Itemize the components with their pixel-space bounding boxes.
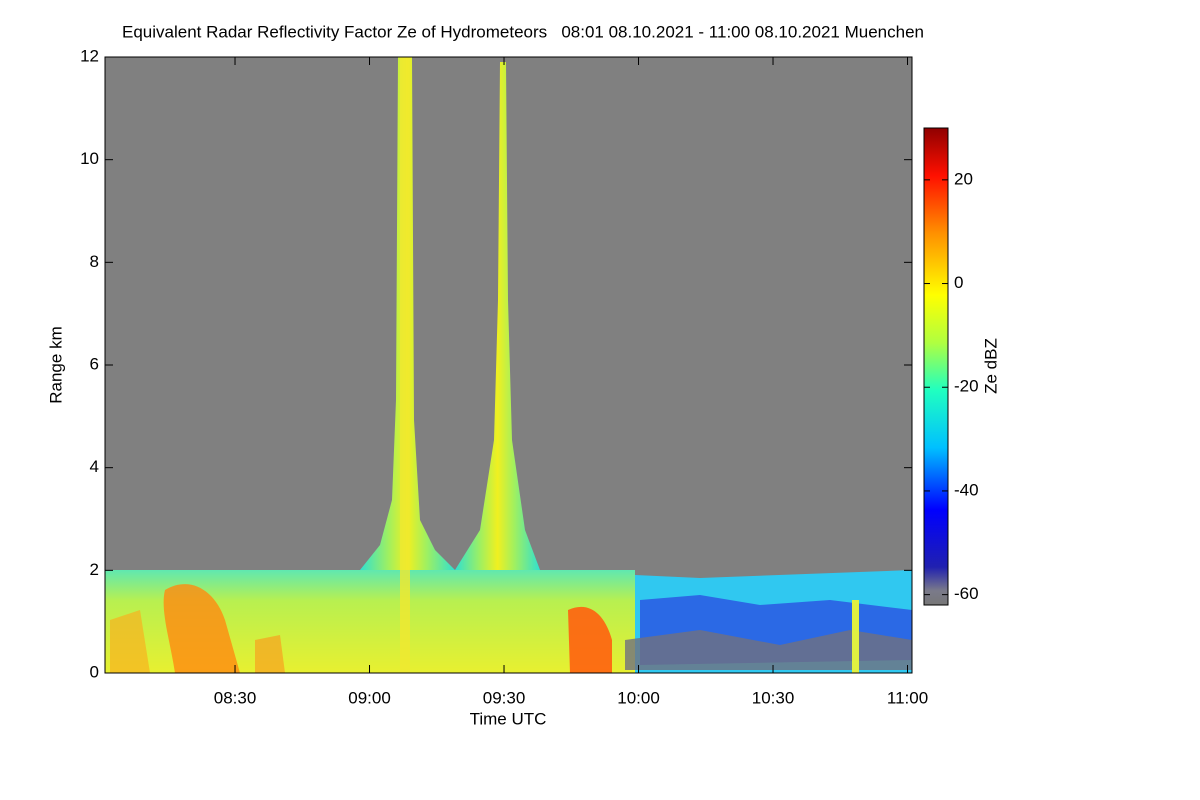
y-tick-label: 12 xyxy=(80,46,99,65)
y-tick-label: 8 xyxy=(90,252,99,271)
noise xyxy=(625,630,912,670)
echo xyxy=(852,600,859,673)
y-tick-label: 10 xyxy=(80,149,99,168)
colorbar-label: Ze dBZ xyxy=(981,338,1000,394)
y-tick-label: 2 xyxy=(90,560,99,579)
x-tick-label: 08:30 xyxy=(214,688,257,707)
y-tick-label: 4 xyxy=(90,457,99,476)
radar-field xyxy=(105,57,912,673)
y-axis-label: Range km xyxy=(46,326,65,403)
strong-echo xyxy=(568,606,612,673)
x-tick-label: 09:00 xyxy=(348,688,391,707)
chart-title: Equivalent Radar Reflectivity Factor Ze … xyxy=(122,22,924,41)
strong-echo xyxy=(110,610,150,673)
strong-echo xyxy=(163,584,240,673)
colorbar-tick-label: -20 xyxy=(954,377,979,396)
colorbar xyxy=(923,127,949,606)
x-tick-label: 10:00 xyxy=(617,688,660,707)
y-tick-label: 6 xyxy=(90,354,99,373)
x-axis-label: Time UTC xyxy=(470,709,547,728)
x-tick-label: 10:30 xyxy=(752,688,795,707)
x-tick-label: 11:00 xyxy=(887,688,928,707)
colorbar-tick-label: -60 xyxy=(954,584,979,603)
strong-echo xyxy=(255,635,285,673)
x-tick-label: 09:30 xyxy=(483,688,526,707)
colorbar-tick-label: 20 xyxy=(954,169,973,188)
colorbar-tick-label: 0 xyxy=(954,273,963,292)
colorbar-tick-label: -40 xyxy=(954,480,979,499)
plume-core xyxy=(400,57,410,673)
y-tick-label: 0 xyxy=(90,662,99,681)
plume xyxy=(455,62,540,570)
